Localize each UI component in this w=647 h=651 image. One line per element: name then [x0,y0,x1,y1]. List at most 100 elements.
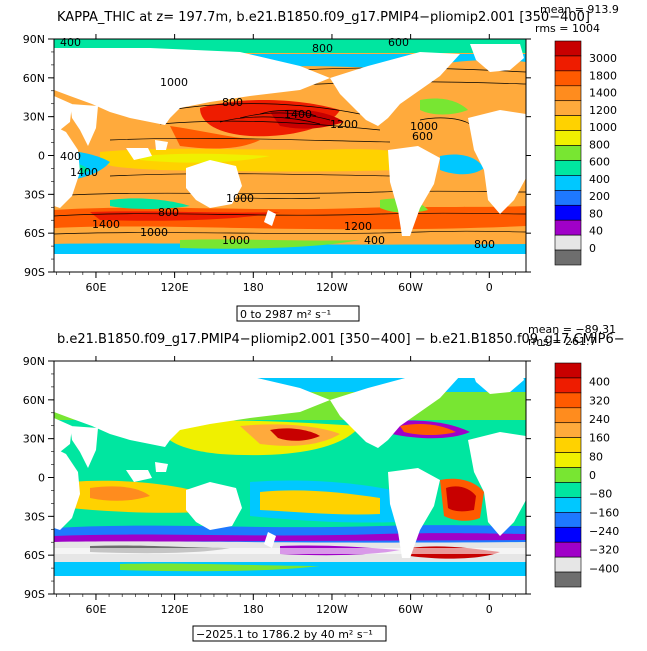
panel2-range-label: −2025.1 to 1786.2 by 40 m² s⁻¹ [196,628,373,641]
colorbar-label: −320 [589,544,619,557]
colorbar-swatch [554,85,582,102]
x-tick-label: 120W [316,281,348,294]
y-tick-label: 90S [24,588,45,601]
colorbar-label: 0 [589,242,596,255]
x-tick-label: 60W [398,281,423,294]
colorbar-swatch [554,541,582,558]
colorbar-swatch [554,362,582,379]
colorbar-swatch [554,70,582,87]
colorbar-label: −160 [589,506,619,519]
svg-text:1400: 1400 [70,166,98,179]
panel1-axes: 60E 120E 180 120W 60W 0 90N 60N 30N 0 30S 60S 90S [23,33,531,294]
panel1-range-label: 0 to 2987 m² s⁻¹ [240,308,331,321]
x-tick-label: 60E [85,603,106,616]
colorbar-label: 40 [589,225,603,238]
colorbar-label: 80 [589,450,603,463]
y-tick-label: 30S [24,510,45,523]
y-tick-label: 30N [23,433,45,446]
y-tick-label: 30S [24,188,45,201]
y-tick-label: 60S [24,227,45,240]
panel2-map [54,361,526,594]
y-tick-label: 0 [38,150,45,163]
colorbar-swatch [554,526,582,543]
colorbar-swatch [554,437,582,453]
colorbar-label: 320 [589,394,610,407]
colorbar-swatch [554,190,582,206]
y-tick-label: 60N [23,394,45,407]
colorbar-swatch [554,497,582,513]
svg-text:400: 400 [60,36,81,49]
colorbar-swatch [554,40,582,57]
colorbar-label: 200 [589,190,610,203]
colorbar-swatch [554,452,582,468]
svg-text:800: 800 [158,206,179,219]
colorbar-swatch [554,130,582,146]
colorbar-swatch [554,204,582,221]
panel1-range-box [236,305,360,322]
colorbar-swatch [554,407,582,424]
colorbar-label: 80 [589,207,603,220]
colorbar-label: 0 [589,469,596,482]
colorbar-label: 1200 [589,104,617,117]
x-tick-label: 0 [486,603,493,616]
y-tick-label: 90N [23,33,45,46]
svg-text:1200: 1200 [330,118,358,131]
colorbar-label: 1800 [589,69,617,82]
colorbar-swatch [554,571,582,588]
x-tick-label: 0 [486,281,493,294]
panel1-rms: rms = 1004 [535,22,600,35]
panel2-title: b.e21.B1850.f09_g17.PMIP4−pliomip2.001 [… [57,332,625,347]
colorbar-label: 3000 [589,52,617,65]
colorbar-swatch [554,234,582,251]
colorbar-swatch [554,249,582,266]
svg-text:400: 400 [364,234,385,247]
colorbar-label: 400 [589,376,610,389]
colorbar-swatch [554,100,582,116]
svg-text:1000: 1000 [222,234,250,247]
colorbar-label: 800 [589,138,610,151]
svg-text:1400: 1400 [92,218,120,231]
colorbar-swatch [554,115,582,131]
colorbar-label: 1000 [589,121,617,134]
x-tick-label: 60E [85,281,106,294]
panel1-title: KAPPA_THIC at z= 197.7m, b.e21.B1850.f09… [57,10,590,25]
x-tick-label: 120E [161,281,189,294]
x-tick-label: 60W [398,603,423,616]
panel1-map [54,39,526,272]
colorbar-swatch [554,482,582,498]
y-tick-label: 90N [23,355,45,368]
colorbar-label: 160 [589,432,610,445]
colorbar-swatch [554,467,582,483]
svg-text:800: 800 [474,238,495,251]
colorbar-swatch [554,392,582,409]
colorbar-swatch [554,422,582,438]
x-tick-label: 120E [161,603,189,616]
x-tick-label: 180 [243,603,264,616]
colorbar-swatch [554,556,582,573]
svg-text:1000: 1000 [160,76,188,89]
panel2-mean: mean = −89.31 [528,323,616,336]
svg-text:1400: 1400 [284,108,312,121]
colorbar-label: −240 [589,525,619,538]
panel2-axes: 60E 120E 180 120W 60W 0 90N 60N 30N 0 30S 60S 90S [23,355,531,616]
colorbar-swatch [554,512,582,528]
x-tick-label: 120W [316,603,348,616]
colorbar-swatch [554,145,582,161]
x-tick-label: 180 [243,281,264,294]
colorbar-label: 240 [589,413,610,426]
y-tick-label: 30N [23,111,45,124]
svg-text:400: 400 [60,150,81,163]
colorbar-label: 400 [589,173,610,186]
svg-text:600: 600 [412,130,433,143]
colorbar-swatch [554,160,582,176]
svg-text:1000: 1000 [410,120,438,133]
panel1-mean: mean = 913.9 [540,3,619,16]
colorbar-label: 1400 [589,87,617,100]
colorbar-label: −80 [589,488,612,501]
colorbar-swatch [554,55,582,72]
panel1-contour-labels: 400 600 800 1000 1400 1200 1000 800 400 … [60,36,495,251]
svg-text:800: 800 [312,42,333,55]
svg-text:1000: 1000 [226,192,254,205]
